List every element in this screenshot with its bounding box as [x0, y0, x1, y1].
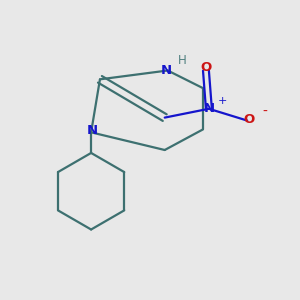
Text: +: + — [218, 95, 227, 106]
Text: N: N — [203, 102, 214, 115]
Text: O: O — [243, 112, 254, 126]
Text: -: - — [262, 105, 267, 119]
Text: N: N — [160, 64, 172, 77]
Text: N: N — [87, 124, 98, 137]
Text: O: O — [200, 61, 211, 74]
Text: H: H — [178, 54, 187, 67]
